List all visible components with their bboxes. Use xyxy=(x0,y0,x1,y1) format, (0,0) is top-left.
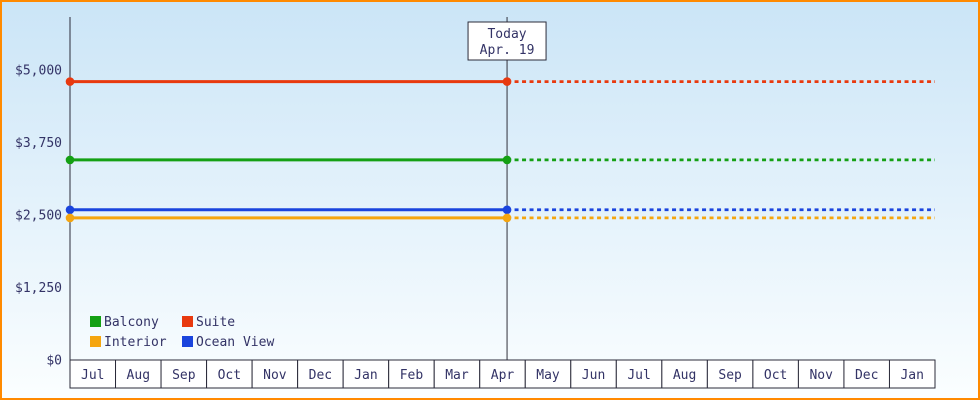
month-cell xyxy=(206,359,253,389)
series-today-marker xyxy=(502,77,512,86)
month-label: May xyxy=(536,368,560,383)
month-label: Feb xyxy=(400,368,424,383)
series-ocean-view xyxy=(65,205,935,215)
legend-label: Balcony xyxy=(104,315,159,330)
month-cell xyxy=(160,359,208,389)
month-cell xyxy=(888,359,936,389)
series-today-marker xyxy=(502,155,512,165)
series-today-marker xyxy=(502,205,512,215)
legend-swatch xyxy=(182,316,193,327)
today-callout-line2: Apr. 19 xyxy=(480,43,535,58)
legend-item-interior: Interior xyxy=(90,335,167,350)
month-label: Sep xyxy=(172,368,196,383)
month-label: Aug xyxy=(673,368,696,383)
month-label: Jul xyxy=(627,368,650,383)
month-cell xyxy=(752,359,799,389)
series-start-marker xyxy=(65,77,75,86)
series-balcony xyxy=(65,155,935,165)
month-label: Apr xyxy=(491,368,515,383)
y-axis-label: $5,000 xyxy=(15,64,62,79)
today-callout-line1: Today xyxy=(487,27,526,42)
series-interior xyxy=(65,213,935,223)
month-cell xyxy=(297,359,344,389)
legend: Balcony Suite Interior Ocean View xyxy=(90,315,274,350)
month-cell xyxy=(524,359,572,389)
legend-item-balcony: Balcony xyxy=(90,315,159,330)
month-label: Mar xyxy=(445,368,469,383)
month-cell xyxy=(115,359,162,389)
y-axis-label: $2,500 xyxy=(15,209,62,224)
month-label: Nov xyxy=(809,368,833,383)
legend-item-ocean-view: Ocean View xyxy=(182,335,274,350)
y-axis-label: $1,250 xyxy=(15,281,62,296)
month-label: Jan xyxy=(354,368,377,383)
y-axis-label: $0 xyxy=(46,354,62,369)
month-label: Aug xyxy=(127,368,150,383)
month-label: Jul xyxy=(81,368,104,383)
series-start-marker xyxy=(65,155,75,165)
legend-swatch xyxy=(182,336,193,347)
month-cell xyxy=(797,359,845,389)
month-label: Dec xyxy=(855,368,878,383)
month-cell xyxy=(342,359,390,389)
month-cell xyxy=(479,359,526,389)
month-label: Jun xyxy=(582,368,605,383)
legend-label: Ocean View xyxy=(196,335,274,350)
series-today-marker xyxy=(502,213,512,223)
month-label: Oct xyxy=(218,368,241,383)
legend-label: Suite xyxy=(196,315,235,330)
month-cell xyxy=(69,359,117,389)
legend-swatch xyxy=(90,336,101,347)
month-label: Dec xyxy=(309,368,332,383)
series-start-marker xyxy=(65,205,75,215)
today-callout-box xyxy=(467,21,547,61)
month-label: Jan xyxy=(900,368,923,383)
month-label: Oct xyxy=(764,368,787,383)
legend-item-suite: Suite xyxy=(182,315,235,330)
legend-swatch xyxy=(90,316,101,327)
series-suite xyxy=(65,77,935,86)
month-label: Nov xyxy=(263,368,287,383)
month-cell xyxy=(661,359,708,389)
month-cell xyxy=(706,359,754,389)
y-axis-label: $3,750 xyxy=(15,136,62,151)
month-cell xyxy=(388,359,435,389)
series-start-marker xyxy=(65,213,75,223)
month-label: Sep xyxy=(718,368,742,383)
legend-label: Interior xyxy=(104,335,167,350)
month-cell xyxy=(615,359,663,389)
month-cell xyxy=(570,359,617,389)
